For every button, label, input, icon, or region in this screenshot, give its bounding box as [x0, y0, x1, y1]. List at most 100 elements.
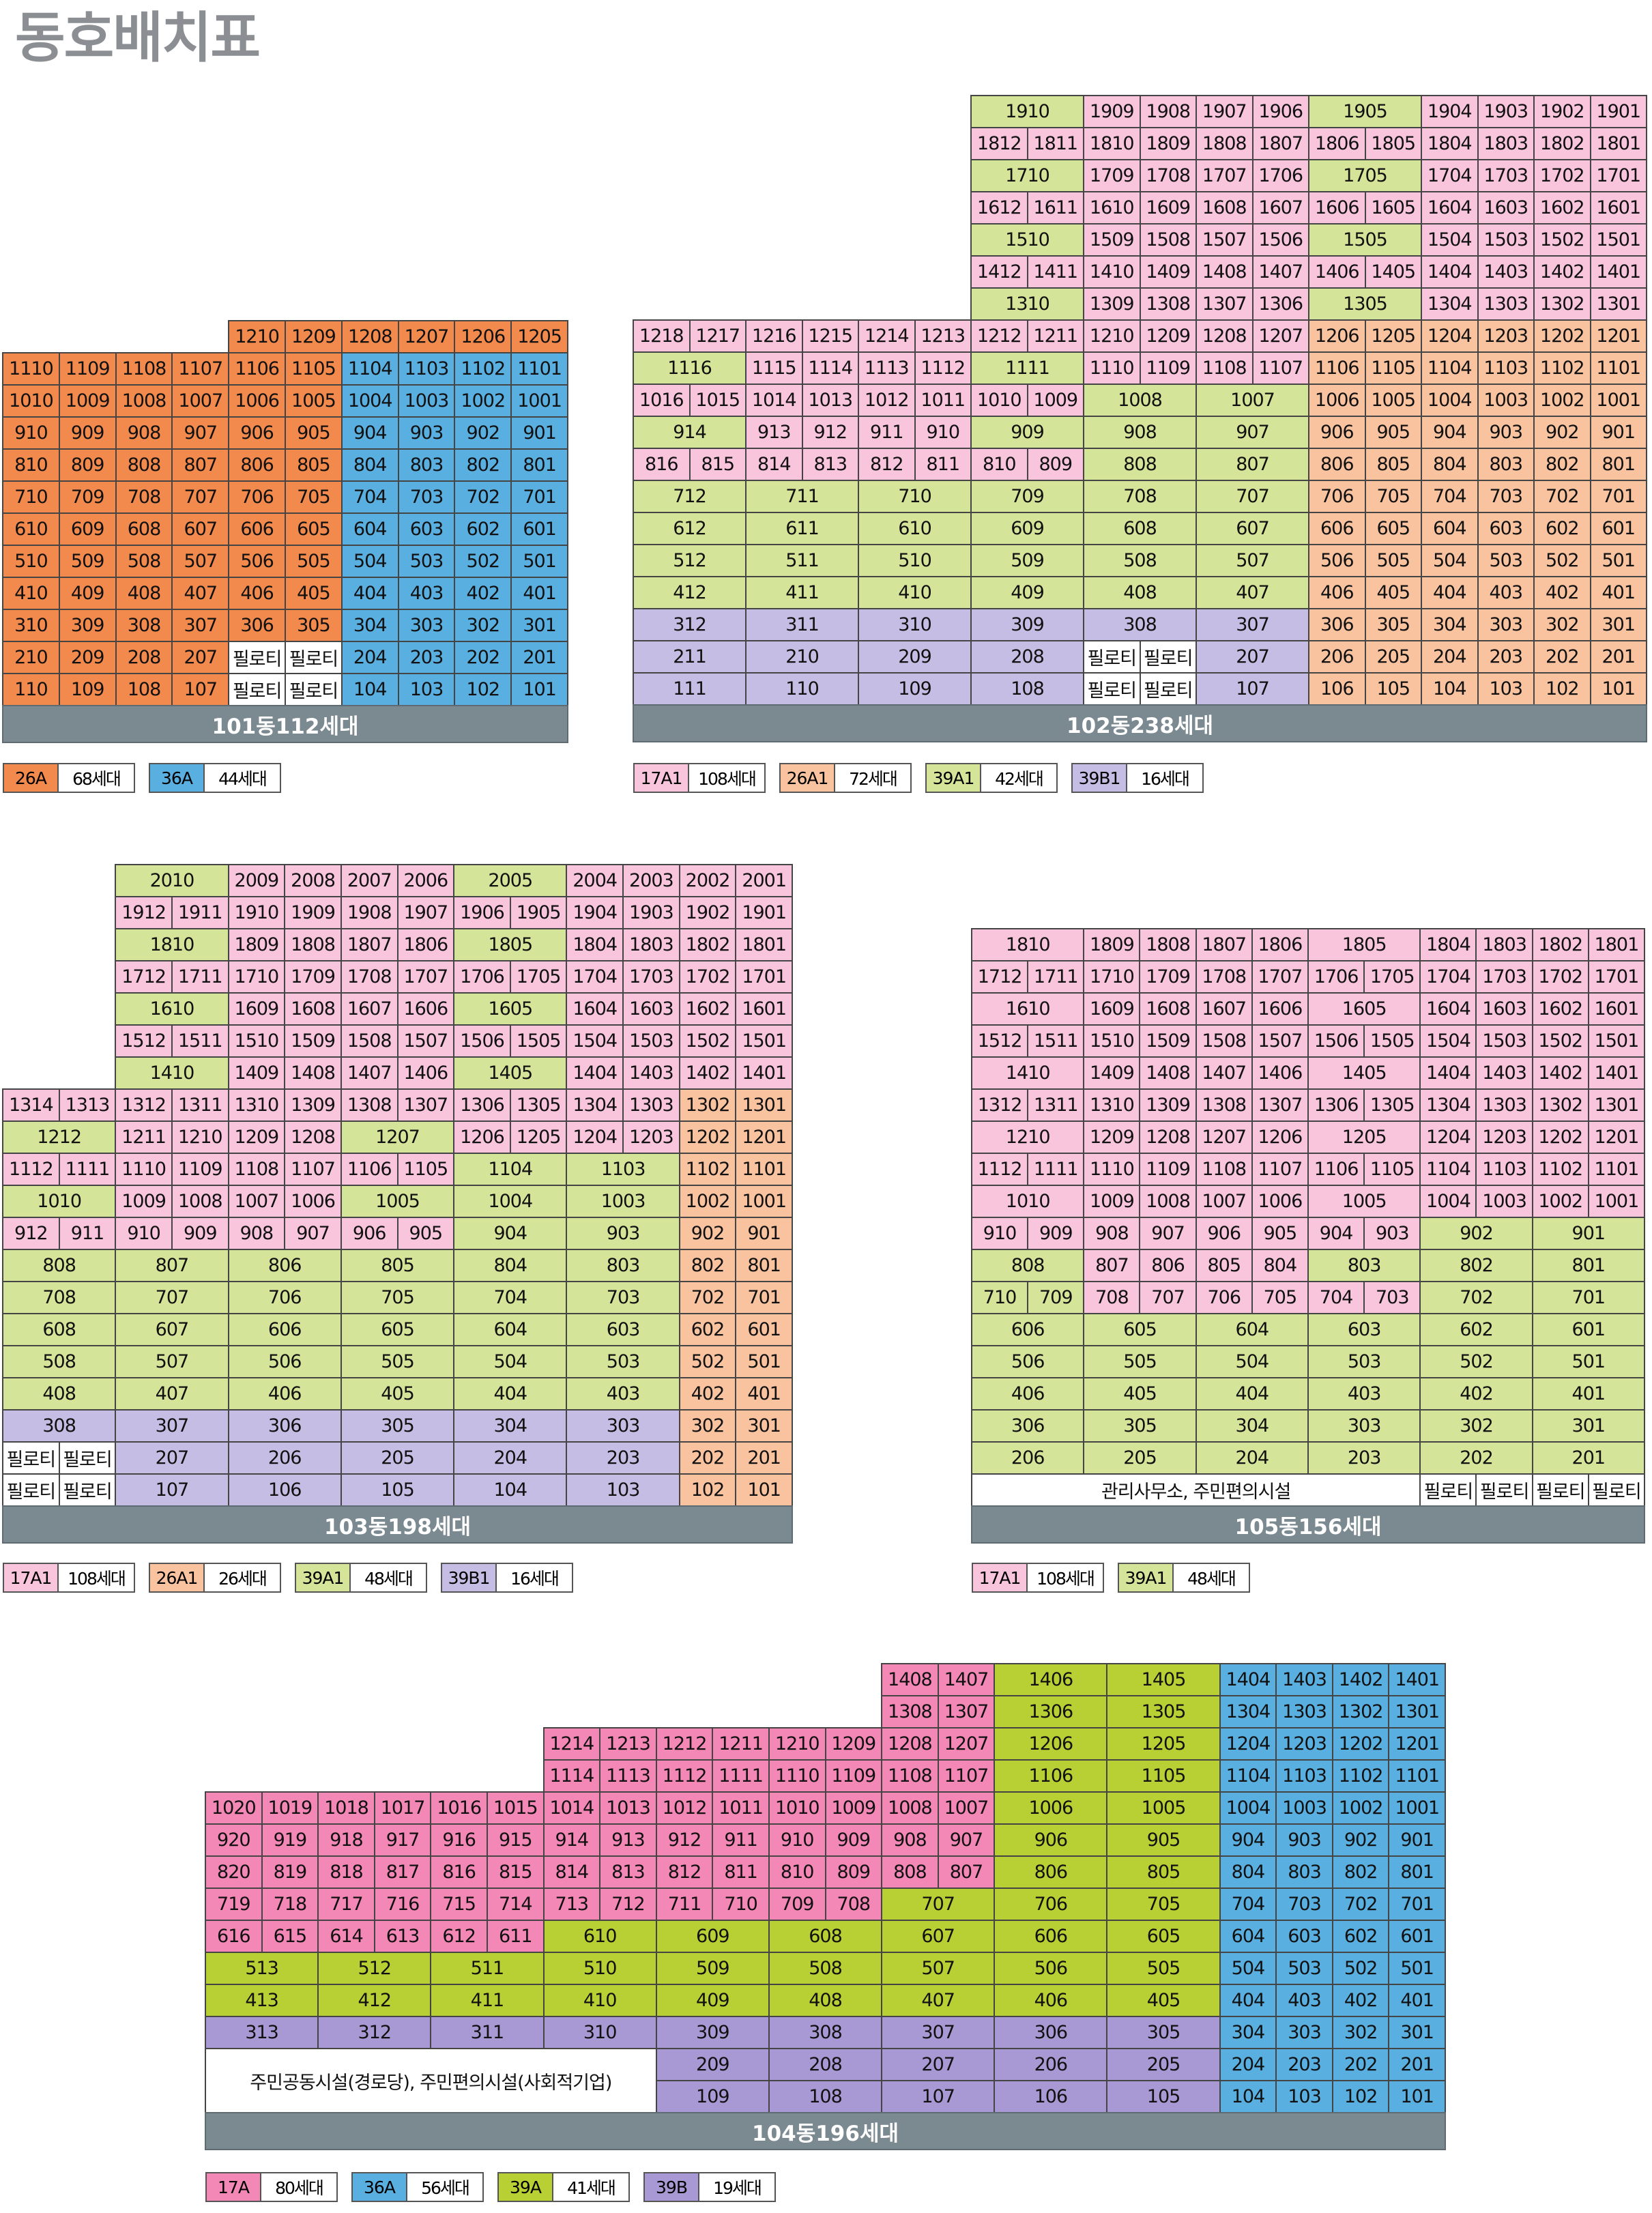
piloti-cell: 필로티	[285, 641, 343, 674]
unit-cell: 511	[745, 544, 859, 577]
unit-cell: 1205	[510, 320, 568, 353]
unit-cell: 814	[745, 448, 803, 481]
unit-cell: 802	[678, 1249, 737, 1282]
unit-cell: 905	[1106, 1823, 1221, 1857]
unit-cell: 1608	[1139, 992, 1197, 1026]
unit-cell: 1105	[1363, 1153, 1421, 1186]
unit-cell: 1803	[1475, 928, 1533, 961]
unit-cell: 805	[1195, 1249, 1253, 1282]
unit-cell: 1502	[678, 1024, 737, 1058]
unit-cell: 1809	[227, 928, 286, 961]
unit-cell: 1307	[1251, 1088, 1309, 1122]
unit-cell: 408	[115, 577, 173, 610]
unit-cell: 1605	[453, 992, 568, 1026]
unit-cell: 612	[430, 1920, 488, 1953]
legend-type: 36A	[150, 764, 205, 792]
unit-cell: 1708	[340, 960, 398, 994]
unit-cell: 303	[397, 609, 456, 642]
legend-count: 16세대	[497, 1564, 572, 1591]
unit-cell: 207	[171, 641, 230, 674]
unit-cell: 1201	[735, 1120, 793, 1154]
unit-cell: 916	[430, 1823, 488, 1857]
unit-cell: 1408	[284, 1056, 342, 1090]
unit-cell: 806	[1308, 448, 1366, 481]
unit-cell: 1009	[115, 1185, 173, 1218]
unit-cell: 802	[1533, 448, 1591, 481]
unit-cell: 708	[1083, 1281, 1141, 1314]
unit-cell: 1107	[937, 1759, 996, 1793]
unit-cell: 903	[397, 416, 456, 450]
unit-cell: 903	[566, 1217, 680, 1250]
unit-cell: 407	[1195, 576, 1309, 609]
legend-type: 17A	[207, 2173, 261, 2201]
unit-cell: 404	[453, 1377, 568, 1411]
unit-cell: 1603	[622, 992, 680, 1026]
legend-count: 41세대	[553, 2173, 628, 2201]
unit-cell: 906	[994, 1823, 1108, 1857]
unit-cell: 1109	[1139, 1153, 1197, 1186]
unit-cell: 1601	[1587, 992, 1645, 1026]
legend-item: 39A1 48세대	[295, 1563, 427, 1593]
unit-cell: 1009	[1083, 1185, 1141, 1218]
unit-cell: 307	[171, 609, 230, 642]
unit-cell: 311	[745, 608, 859, 641]
unit-cell: 1102	[678, 1153, 737, 1186]
unit-cell: 608	[768, 1920, 883, 1953]
unit-cell: 1308	[340, 1088, 398, 1122]
unit-cell: 1710	[1083, 960, 1141, 994]
unit-cell: 703	[1477, 480, 1535, 513]
unit-cell: 808	[2, 1249, 117, 1282]
unit-cell: 1001	[1589, 384, 1647, 417]
unit-cell: 1208	[881, 1727, 939, 1761]
unit-cell: 1707	[396, 960, 455, 994]
unit-cell: 210	[745, 640, 859, 674]
unit-cell: 910	[2, 416, 60, 450]
unit-cell: 609	[970, 512, 1084, 545]
piloti-cell: 필로티	[1475, 1473, 1533, 1507]
unit-cell: 909	[1027, 1217, 1085, 1250]
unit-cell: 104	[453, 1473, 568, 1507]
unit-cell: 1203	[1475, 1120, 1533, 1154]
unit-cell: 406	[994, 1984, 1108, 2017]
unit-cell: 817	[373, 1855, 432, 1889]
unit-cell: 1007	[1195, 384, 1309, 417]
unit-cell: 1310	[970, 287, 1084, 321]
unit-cell: 1002	[1331, 1791, 1390, 1825]
unit-cell: 805	[1364, 448, 1422, 481]
unit-cell: 308	[1083, 608, 1197, 641]
building-households: 156세대	[1298, 1514, 1382, 1539]
unit-cell: 401	[1388, 1984, 1446, 2017]
unit-cell: 1003	[566, 1185, 680, 1218]
unit-cell: 1806	[396, 928, 455, 961]
unit-cell: 1706	[453, 960, 511, 994]
legend-type: 39A1	[927, 764, 981, 792]
unit-cell: 2006	[396, 864, 455, 897]
unit-cell: 1410	[971, 1056, 1085, 1090]
unit-cell: 1001	[1587, 1185, 1645, 1218]
unit-cell: 1206	[1308, 319, 1366, 353]
unit-cell: 1105	[1106, 1759, 1221, 1793]
unit-cell: 1003	[1477, 384, 1535, 417]
unit-cell: 1312	[971, 1088, 1029, 1122]
unit-cell: 1006	[1251, 1185, 1309, 1218]
unit-cell: 105	[340, 1473, 455, 1507]
unit-cell: 305	[340, 1409, 455, 1443]
unit-cell: 505	[1364, 544, 1422, 577]
unit-cell: 204	[340, 641, 399, 674]
unit-cell: 1101	[510, 352, 568, 386]
unit-cell: 1405	[1307, 1056, 1421, 1090]
unit-cell: 1101	[1388, 1759, 1446, 1793]
unit-cell: 310	[858, 608, 972, 641]
unit-cell: 1207	[340, 1120, 455, 1154]
unit-cell: 502	[678, 1345, 737, 1378]
unit-cell: 906	[228, 416, 286, 450]
unit-cell: 908	[1083, 416, 1197, 449]
unit-cell: 2004	[566, 864, 624, 897]
unit-cell: 908	[881, 1823, 939, 1857]
unit-cell: 405	[285, 577, 343, 610]
unit-cell: 813	[599, 1855, 657, 1889]
unit-cell: 1405	[1106, 1663, 1221, 1696]
unit-cell: 1106	[994, 1759, 1108, 1793]
unit-cell: 1505	[1308, 223, 1422, 257]
unit-cell: 411	[430, 1984, 545, 2017]
